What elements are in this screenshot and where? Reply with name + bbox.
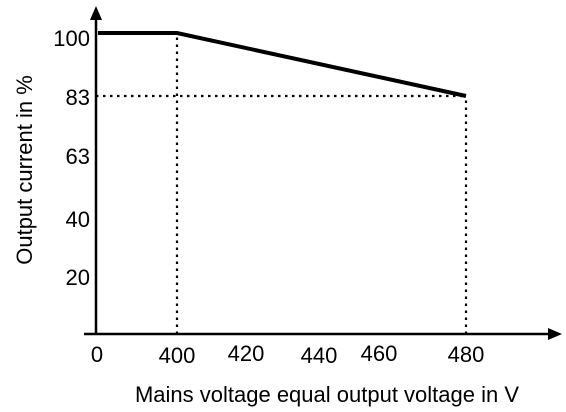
y-tick-label-63: 63 — [66, 144, 90, 169]
x-tick-label-420: 420 — [228, 341, 265, 366]
series-points — [98, 33, 466, 96]
y-tick-label-20: 20 — [66, 265, 90, 290]
y-axis-title: Output current in % — [12, 75, 37, 265]
x-tick-label-440: 440 — [301, 343, 338, 368]
y-tick-label-40: 40 — [66, 207, 90, 232]
y-tick-label-100: 100 — [53, 26, 90, 51]
x-tick-label-460: 460 — [361, 341, 398, 366]
x-axis-title: Mains voltage equal output voltage in V — [135, 382, 519, 407]
y-tick-label-83: 83 — [66, 85, 90, 110]
series-line-output-current — [98, 31, 467, 98]
x-tick-label-400: 400 — [159, 343, 196, 368]
x-tick-label-0: 0 — [91, 342, 103, 367]
x-tick-label-480: 480 — [448, 342, 485, 367]
x-axis-arrow — [548, 328, 562, 340]
y-axis-arrow — [90, 6, 102, 20]
